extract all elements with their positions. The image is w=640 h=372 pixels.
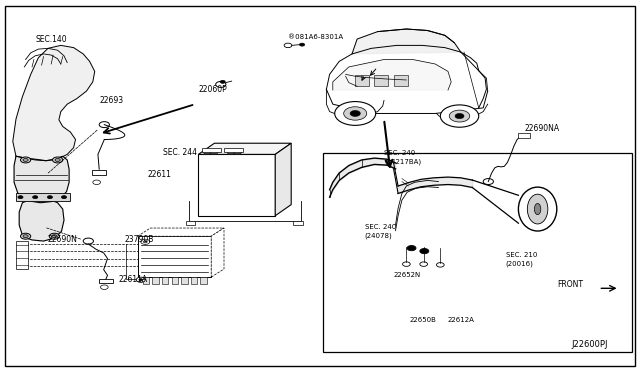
Circle shape	[436, 263, 444, 267]
Circle shape	[93, 180, 100, 185]
Circle shape	[455, 113, 464, 119]
Circle shape	[52, 235, 57, 238]
Circle shape	[440, 105, 479, 127]
Bar	[355, 75, 369, 86]
Circle shape	[23, 235, 28, 238]
Bar	[518, 133, 530, 138]
Bar	[181, 277, 188, 284]
Text: 22693: 22693	[99, 96, 124, 105]
Polygon shape	[275, 143, 291, 216]
Polygon shape	[227, 152, 236, 154]
Polygon shape	[13, 45, 95, 161]
Text: (24217BA): (24217BA)	[384, 158, 421, 165]
Circle shape	[483, 179, 493, 185]
Polygon shape	[14, 156, 69, 203]
Ellipse shape	[227, 151, 235, 154]
Circle shape	[52, 157, 63, 163]
Text: 22611A: 22611A	[118, 275, 148, 283]
Text: 22690N: 22690N	[48, 235, 78, 244]
Bar	[191, 277, 197, 284]
Text: SEC. 240: SEC. 240	[365, 224, 396, 230]
Text: 22690NA: 22690NA	[525, 124, 560, 133]
Circle shape	[220, 80, 225, 83]
Circle shape	[99, 122, 109, 128]
Text: J22600PJ: J22600PJ	[572, 340, 608, 349]
Bar	[138, 236, 211, 277]
Circle shape	[216, 81, 226, 87]
Circle shape	[47, 196, 52, 199]
Bar	[323, 153, 632, 352]
Text: ®081A6-8301A: ®081A6-8301A	[288, 34, 343, 40]
Text: (20016): (20016)	[506, 261, 534, 267]
Bar	[198, 154, 275, 216]
Circle shape	[420, 262, 428, 266]
Circle shape	[33, 196, 38, 199]
Text: 22060P: 22060P	[198, 85, 227, 94]
Circle shape	[100, 285, 108, 289]
Circle shape	[139, 279, 143, 281]
Polygon shape	[138, 228, 224, 236]
Circle shape	[403, 262, 410, 266]
Ellipse shape	[204, 151, 211, 154]
Ellipse shape	[234, 151, 241, 154]
Polygon shape	[211, 228, 224, 277]
Polygon shape	[234, 152, 242, 154]
Circle shape	[49, 233, 60, 239]
Circle shape	[18, 196, 23, 199]
Bar	[394, 75, 408, 86]
Circle shape	[143, 241, 147, 243]
Bar	[202, 148, 221, 152]
Bar	[374, 75, 388, 86]
Circle shape	[407, 246, 416, 251]
Circle shape	[83, 238, 93, 244]
Bar	[293, 221, 303, 225]
Circle shape	[141, 239, 150, 244]
Text: SEC. 240: SEC. 240	[384, 150, 415, 155]
Circle shape	[61, 196, 67, 199]
Polygon shape	[352, 29, 461, 54]
Bar	[92, 170, 106, 175]
Text: (24078): (24078)	[365, 233, 392, 240]
Circle shape	[449, 110, 470, 122]
Text: FRONT: FRONT	[557, 280, 583, 289]
Bar	[143, 277, 149, 284]
Circle shape	[300, 43, 305, 46]
Ellipse shape	[210, 151, 218, 154]
Text: 22612A: 22612A	[448, 317, 475, 323]
Bar	[16, 241, 28, 269]
Bar	[224, 148, 243, 152]
Polygon shape	[210, 152, 218, 154]
Circle shape	[284, 43, 292, 48]
Bar	[99, 279, 113, 283]
Bar	[200, 277, 207, 284]
Polygon shape	[19, 199, 64, 241]
Bar	[152, 277, 159, 284]
Text: SEC. 244: SEC. 244	[163, 148, 197, 157]
Circle shape	[23, 158, 28, 161]
Circle shape	[136, 277, 145, 282]
Circle shape	[20, 233, 31, 239]
Polygon shape	[333, 60, 451, 90]
Circle shape	[20, 157, 31, 163]
Circle shape	[350, 110, 360, 116]
Text: SEC. 210: SEC. 210	[506, 252, 537, 258]
Bar	[186, 221, 195, 225]
Bar	[162, 277, 168, 284]
Circle shape	[335, 102, 376, 125]
Text: 22652N: 22652N	[394, 272, 421, 278]
Circle shape	[55, 158, 60, 161]
Polygon shape	[198, 143, 291, 154]
Bar	[16, 193, 70, 201]
Text: SEC.140: SEC.140	[35, 35, 67, 44]
Text: 22650B: 22650B	[410, 317, 436, 323]
Circle shape	[344, 107, 367, 120]
Text: 22611: 22611	[147, 170, 171, 179]
Ellipse shape	[534, 203, 541, 215]
Bar	[172, 277, 178, 284]
Circle shape	[420, 248, 429, 254]
Ellipse shape	[527, 194, 548, 224]
Polygon shape	[204, 152, 212, 154]
Ellipse shape	[518, 187, 557, 231]
Text: 23790B: 23790B	[125, 235, 154, 244]
